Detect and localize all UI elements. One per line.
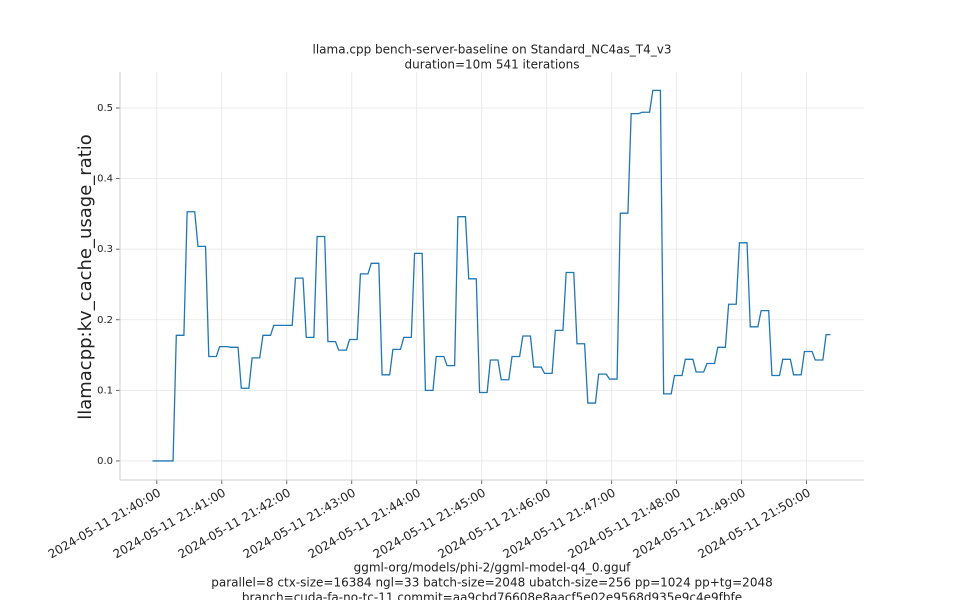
y-tick-label: 0.2 bbox=[97, 315, 113, 326]
x-tick-label: 2024-05-11 21:47:00 bbox=[501, 486, 618, 562]
x-tick-label: 2024-05-11 21:44:00 bbox=[306, 486, 423, 562]
chart-subtitle: duration=10m 541 iterations bbox=[405, 58, 580, 72]
x-tick-label: 2024-05-11 21:45:00 bbox=[371, 486, 488, 562]
y-tick-label: 0.4 bbox=[97, 174, 113, 185]
x-tick-label: 2024-05-11 21:41:00 bbox=[111, 486, 228, 562]
y-tick-label: 0.5 bbox=[97, 103, 113, 114]
x-axis-label: ggml-org/models/phi-2/ggml-model-q4_0.gg… bbox=[354, 561, 632, 575]
data-line bbox=[152, 89, 831, 462]
x-tick-label: 2024-05-11 21:50:00 bbox=[695, 486, 812, 562]
x-tick-label: 2024-05-11 21:42:00 bbox=[176, 486, 293, 562]
x-axis-label: parallel=8 ctx-size=16384 ngl=33 batch-s… bbox=[211, 576, 772, 590]
y-tick-label: 0.0 bbox=[97, 456, 113, 467]
y-tick-label: 0.3 bbox=[97, 244, 113, 255]
x-axis-label: branch=cuda-fa-no-tc-11 commit=aa9cbd766… bbox=[242, 591, 742, 600]
y-tick-label: 0.1 bbox=[97, 385, 113, 396]
x-tick-label: 2024-05-11 21:46:00 bbox=[436, 486, 553, 562]
chart-title: llama.cpp bench-server-baseline on Stand… bbox=[313, 43, 672, 57]
x-tick-label: 2024-05-11 21:48:00 bbox=[566, 486, 683, 562]
x-tick-label: 2024-05-11 21:43:00 bbox=[241, 486, 358, 562]
y-axis-label: llamacpp:kv_cache_usage_ratio bbox=[75, 134, 96, 420]
x-tick-label: 2024-05-11 21:40:00 bbox=[46, 486, 163, 562]
x-tick-label: 2024-05-11 21:49:00 bbox=[630, 486, 747, 562]
